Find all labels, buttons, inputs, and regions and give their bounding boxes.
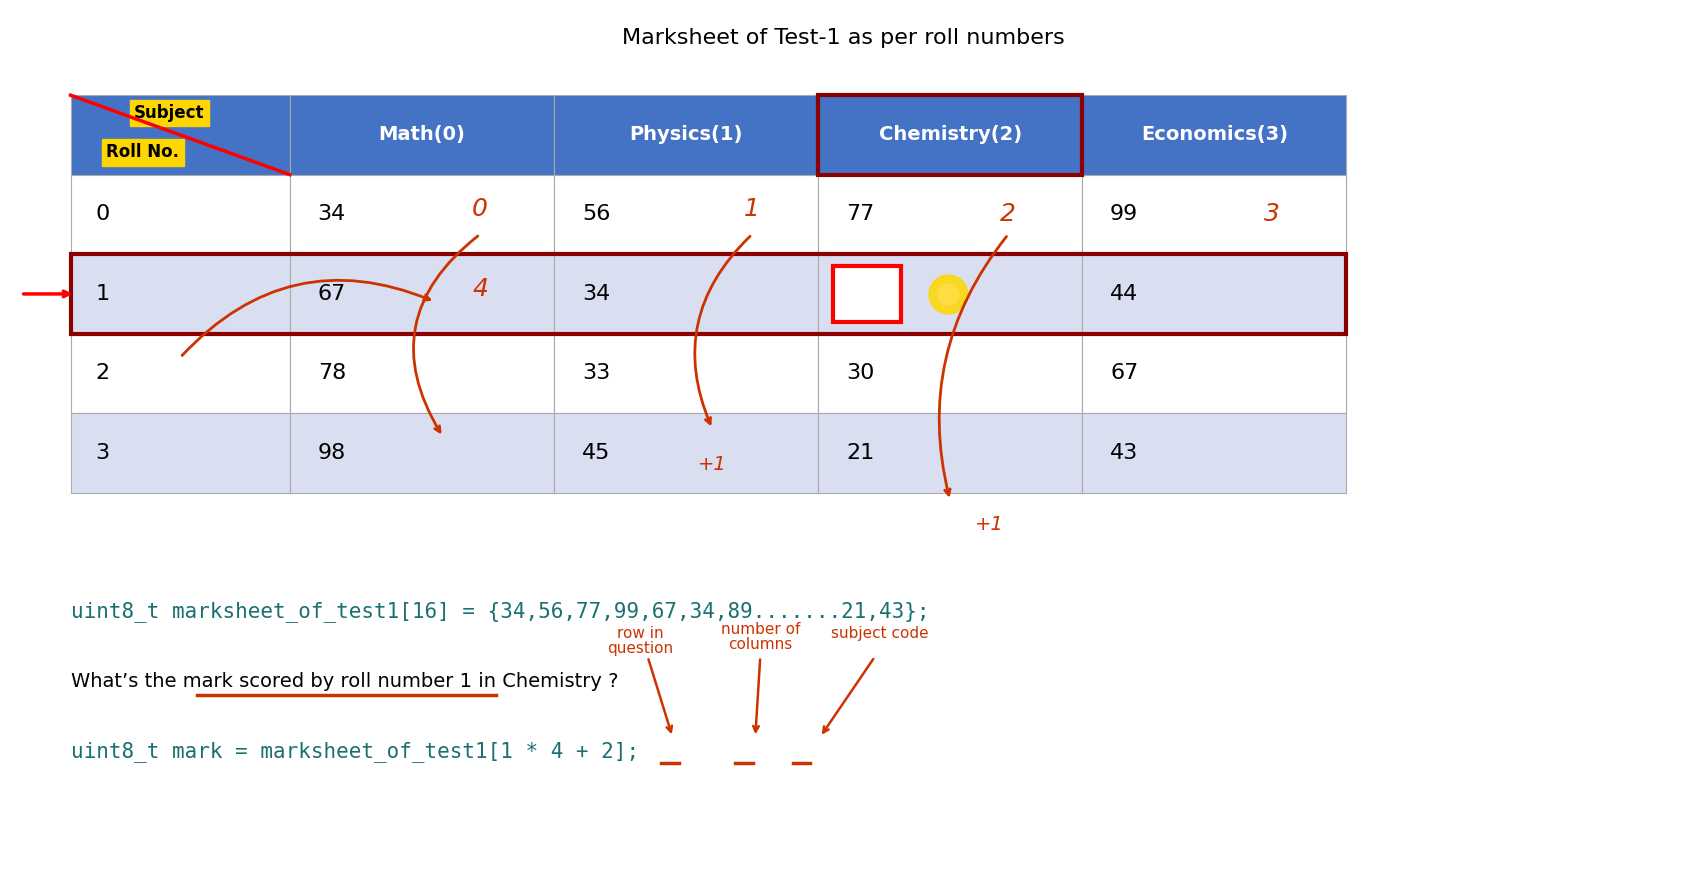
Text: question: question — [607, 641, 673, 656]
Bar — [1083, 95, 1346, 175]
Text: Math(0): Math(0) — [378, 125, 466, 145]
Text: 99: 99 — [1110, 205, 1139, 224]
Bar — [818, 175, 1083, 254]
Bar — [553, 254, 818, 334]
Bar — [818, 334, 1083, 413]
Bar — [1083, 334, 1346, 413]
Text: 89: 89 — [845, 284, 874, 304]
Text: Economics(3): Economics(3) — [1140, 125, 1287, 145]
Text: Roll No.: Roll No. — [106, 143, 179, 162]
Text: 4: 4 — [472, 277, 488, 301]
Text: subject code: subject code — [832, 626, 928, 641]
Text: 34: 34 — [317, 205, 346, 224]
Text: Subject: Subject — [133, 103, 204, 122]
Text: 77: 77 — [845, 205, 874, 224]
Bar — [290, 413, 553, 493]
Bar — [818, 413, 1083, 493]
Text: row in: row in — [617, 626, 665, 641]
Text: 3: 3 — [96, 443, 110, 463]
Text: Marksheet of Test-1 as per roll numbers: Marksheet of Test-1 as per roll numbers — [621, 27, 1064, 48]
Bar — [553, 175, 818, 254]
Text: 1: 1 — [744, 198, 759, 222]
Text: 45: 45 — [582, 443, 611, 463]
Bar — [553, 95, 818, 175]
Bar — [553, 334, 818, 413]
Bar — [818, 95, 1083, 175]
Bar — [290, 334, 553, 413]
Bar — [1083, 175, 1346, 254]
Text: number of: number of — [720, 623, 800, 638]
Text: 67: 67 — [317, 284, 346, 304]
Text: 44: 44 — [1110, 284, 1139, 304]
Text: +1: +1 — [975, 515, 1004, 534]
Bar — [290, 254, 553, 334]
Text: 2: 2 — [96, 364, 110, 383]
Text: uint8_t mark = marksheet_of_test1[1 * 4 + 2];: uint8_t mark = marksheet_of_test1[1 * 4 … — [71, 741, 639, 761]
Bar — [71, 254, 290, 334]
Bar — [71, 254, 1346, 334]
Text: uint8_t marksheet_of_test1[16] = {34,56,77,99,67,34,89.......21,43};: uint8_t marksheet_of_test1[16] = {34,56,… — [71, 601, 930, 623]
Bar — [71, 334, 290, 413]
Text: 3: 3 — [1265, 202, 1280, 226]
Text: columns: columns — [729, 638, 793, 653]
Bar — [71, 95, 290, 175]
Bar — [71, 175, 290, 254]
Text: 78: 78 — [317, 364, 346, 383]
Text: 33: 33 — [582, 364, 611, 383]
Text: 98: 98 — [317, 443, 346, 463]
Bar — [71, 413, 290, 493]
Text: What’s the mark scored by roll number 1 in Chemistry ?: What’s the mark scored by roll number 1 … — [71, 672, 617, 691]
Bar — [290, 175, 553, 254]
Text: 67: 67 — [1110, 364, 1139, 383]
Bar — [818, 254, 1083, 334]
Text: +1: +1 — [698, 456, 727, 474]
Text: Physics(1): Physics(1) — [629, 125, 742, 145]
Bar — [1083, 254, 1346, 334]
Text: 21: 21 — [845, 443, 874, 463]
Text: Chemistry(2): Chemistry(2) — [879, 125, 1022, 145]
Text: 0: 0 — [472, 198, 488, 222]
Text: 34: 34 — [582, 284, 611, 304]
Bar — [1083, 413, 1346, 493]
Text: 30: 30 — [845, 364, 874, 383]
Bar — [290, 95, 553, 175]
Text: 43: 43 — [1110, 443, 1139, 463]
Bar — [553, 413, 818, 493]
Text: 2: 2 — [1000, 202, 1016, 226]
Text: 56: 56 — [582, 205, 611, 224]
Bar — [818, 95, 1083, 175]
Bar — [833, 266, 901, 321]
Text: 1: 1 — [96, 284, 110, 304]
Text: 0: 0 — [96, 205, 110, 224]
